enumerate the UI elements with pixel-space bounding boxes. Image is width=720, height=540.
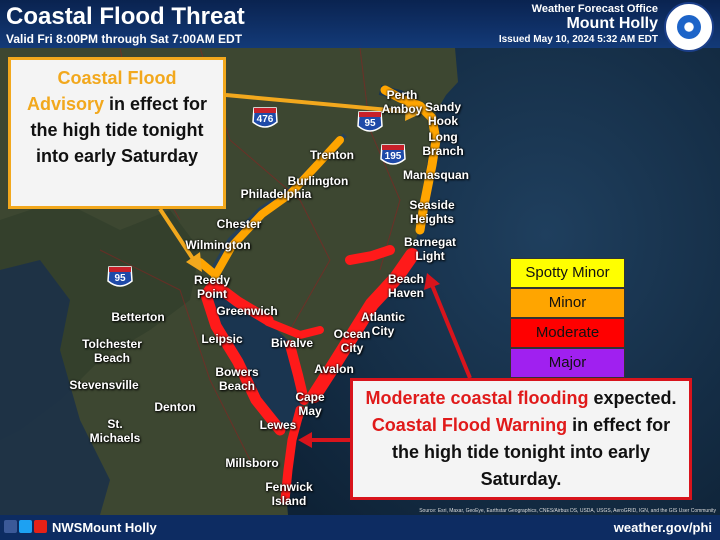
highlight-text: Coastal Flood Advisory bbox=[26, 68, 177, 114]
place-label: Wilmington bbox=[185, 238, 251, 252]
warning-arrows bbox=[298, 273, 472, 448]
place-label: Betterton bbox=[111, 310, 165, 324]
shield-top bbox=[254, 108, 276, 113]
youtube-icon[interactable] bbox=[34, 520, 47, 533]
issued-time: Issued May 10, 2024 5:32 AM EDT bbox=[498, 34, 658, 45]
header-bar bbox=[0, 0, 720, 48]
legend-item: Spotty Minor bbox=[510, 258, 625, 288]
place-label: Greenwich bbox=[216, 304, 278, 318]
place-label: Barnegat Light bbox=[403, 235, 456, 263]
legend-item: Moderate bbox=[510, 318, 625, 348]
map-sources: Source: Esri, Maxar, GeoEye, Earthstar G… bbox=[419, 508, 716, 514]
place-label: Cape May bbox=[295, 390, 325, 418]
place-label: Chester bbox=[216, 217, 262, 231]
place-label: Perth Amboy bbox=[381, 88, 423, 116]
place-label: Trenton bbox=[310, 148, 354, 162]
title: Coastal Flood Threat bbox=[6, 3, 245, 30]
legend-item: Major bbox=[510, 348, 625, 378]
place-label: Denton bbox=[154, 400, 196, 414]
highlight-text: Moderate coastal flooding bbox=[365, 388, 589, 408]
delaware-bay bbox=[205, 276, 306, 433]
place-label: Seaside Heights bbox=[409, 198, 455, 226]
highway-number: 95 bbox=[364, 118, 376, 129]
place-label: Reedy Point bbox=[193, 273, 231, 301]
highway-number: 476 bbox=[257, 114, 274, 125]
callout-text: in effect for the high tide tonight into… bbox=[30, 94, 208, 166]
place-label: Stevensville bbox=[69, 378, 139, 392]
legend-item: Minor bbox=[510, 288, 625, 318]
social-handle: NWSMount Holly bbox=[52, 520, 157, 535]
advisory-callout: Coastal Flood Advisory in effect for the… bbox=[8, 57, 226, 209]
chesapeake-bay bbox=[0, 260, 110, 515]
twitter-icon[interactable] bbox=[19, 520, 32, 533]
place-label: Leipsic bbox=[201, 332, 243, 346]
place-label: Avalon bbox=[314, 362, 354, 376]
flood-areas bbox=[196, 85, 441, 505]
place-label: Philadelphia bbox=[240, 187, 312, 201]
warning-callout: Moderate coastal flooding expected. Coas… bbox=[350, 378, 692, 500]
highway-number: 95 bbox=[114, 273, 126, 284]
place-label: Atlantic City bbox=[360, 310, 405, 338]
nws-logo bbox=[664, 2, 714, 52]
shield-top bbox=[109, 267, 131, 272]
callout-text: in effect for the high tide tonight into… bbox=[392, 415, 671, 489]
place-label: St. Michaels bbox=[89, 417, 141, 445]
office-label: Weather Forecast Office bbox=[531, 3, 658, 15]
place-label: Sandy Hook bbox=[424, 100, 461, 128]
callout-text: expected. bbox=[593, 388, 677, 408]
place-label: Millsboro bbox=[225, 456, 279, 470]
highlight-text: Coastal Flood Warning bbox=[371, 415, 568, 435]
website[interactable]: weather.gov/phi bbox=[613, 520, 712, 535]
place-label: Burlington bbox=[287, 174, 349, 188]
place-label: Lewes bbox=[259, 418, 297, 432]
place-label: Ocean City bbox=[333, 327, 371, 355]
place-label: Fenwick Island bbox=[265, 480, 313, 508]
place-label: Manasquan bbox=[402, 168, 469, 182]
place-label: Bivalve bbox=[270, 336, 314, 350]
place-label: Long Branch bbox=[422, 130, 464, 158]
advisory-arrows bbox=[158, 93, 422, 272]
place-label: Beach Haven bbox=[387, 272, 425, 300]
shield-top bbox=[359, 112, 381, 117]
office-name: Mount Holly bbox=[566, 15, 658, 32]
place-label: Bowers Beach bbox=[215, 365, 259, 393]
valid-time: Valid Fri 8:00PM through Sat 7:00AM EDT bbox=[6, 32, 243, 46]
highway-number: 195 bbox=[385, 151, 402, 162]
place-label: Tolchester Beach bbox=[82, 337, 142, 365]
shield-top bbox=[382, 145, 404, 150]
facebook-icon[interactable] bbox=[4, 520, 17, 533]
footer-bar bbox=[0, 515, 720, 540]
